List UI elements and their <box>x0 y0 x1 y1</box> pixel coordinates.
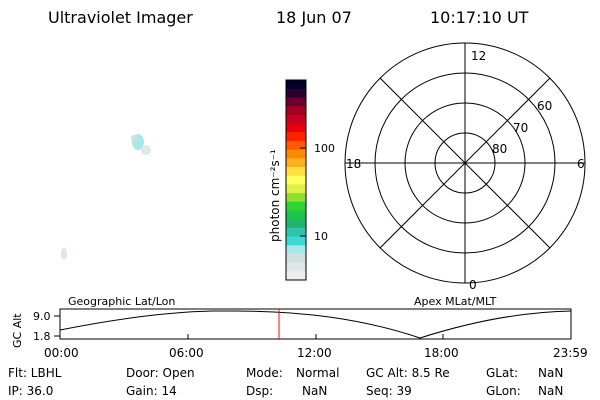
colorbar-segment <box>286 245 306 255</box>
colorbar-tick-10: 10 <box>314 230 328 243</box>
colorbar-frame <box>285 79 307 281</box>
timeline-left-label: Geographic Lat/Lon <box>68 295 175 308</box>
glat-label: GLat: <box>486 366 519 380</box>
mlat-label-70: 70 <box>513 121 528 135</box>
polar-plot <box>344 42 586 284</box>
colorbar-segment <box>286 114 306 124</box>
gain-info: Gain: 14 <box>126 384 177 398</box>
colorbar-segment <box>286 166 306 177</box>
dsp-value: NaN <box>302 384 328 398</box>
colorbar-segment <box>286 132 306 142</box>
colorbar-segment <box>286 88 306 98</box>
colorbar-segment <box>286 175 306 185</box>
colorbar-segment <box>286 193 306 203</box>
altitude-curve <box>59 310 572 339</box>
timeline-ytick-1.8: 1.8 <box>33 330 51 343</box>
colorbar-segment <box>286 184 306 194</box>
timeline-xtick-2359: 23:59 <box>553 346 588 360</box>
glat-value: NaN <box>538 366 564 380</box>
colorbar-tick-100: 100 <box>314 142 335 155</box>
filter-info: Flt: LBHL <box>8 366 62 380</box>
colorbar-segment <box>286 123 306 133</box>
timeline-xtick-1800: 18:00 <box>424 346 459 360</box>
colorbar-segment <box>286 210 306 220</box>
colorbar-unit-label: photon cm⁻²s⁻¹ <box>268 149 282 242</box>
colorbar-segment <box>286 271 306 281</box>
colorbar-segment <box>286 201 306 211</box>
ip-info: IP: 36.0 <box>8 384 54 398</box>
timeline-xtick-0600: 06:00 <box>169 346 204 360</box>
dsp-label: Dsp: <box>246 384 274 398</box>
door-info: Door: Open <box>126 366 195 380</box>
colorbar <box>285 79 307 281</box>
gc-alt-info: GC Alt: 8.5 Re <box>366 366 450 380</box>
colorbar-segment <box>286 236 306 246</box>
mlt-label-6: 6 <box>577 157 585 171</box>
uv-blob <box>131 135 137 141</box>
timeline-xtick-1200: 12:00 <box>297 346 332 360</box>
mlat-label-80: 80 <box>492 142 507 156</box>
time-label: 10:17:10 UT <box>430 8 529 27</box>
mlt-label-18: 18 <box>346 157 361 171</box>
colorbar-segment <box>286 80 306 90</box>
mlt-label-0: 0 <box>469 278 477 292</box>
mode-value: Normal <box>296 366 340 380</box>
colorbar-segment <box>286 262 306 272</box>
timeline-axis-title: GC Alt <box>11 313 24 348</box>
uv-blob <box>61 248 67 260</box>
uv-image-area <box>61 134 151 260</box>
colorbar-segment <box>286 227 306 238</box>
uv-blob <box>141 145 151 155</box>
timeline-ytick-9: 9.0 <box>33 310 51 323</box>
mlat-label-60: 60 <box>537 99 552 113</box>
mode-label: Mode: <box>246 366 283 380</box>
mlt-label-12: 12 <box>471 49 486 63</box>
colorbar-segment <box>286 253 306 264</box>
colorbar-segment <box>286 106 306 116</box>
colorbar-segment <box>286 149 306 159</box>
timeline-right-label: Apex MLat/MLT <box>414 295 497 308</box>
colorbar-segment <box>286 219 306 229</box>
colorbar-segment <box>286 158 306 168</box>
seq-info: Seq: 39 <box>366 384 412 398</box>
glon-value: NaN <box>538 384 564 398</box>
timeline-xtick-0000: 00:00 <box>44 346 79 360</box>
colorbar-segment <box>286 97 306 107</box>
colorbar-segment <box>286 140 306 151</box>
instrument-title: Ultraviolet Imager <box>48 8 193 27</box>
glon-label: GLon: <box>486 384 521 398</box>
date-label: 18 Jun 07 <box>276 8 352 27</box>
